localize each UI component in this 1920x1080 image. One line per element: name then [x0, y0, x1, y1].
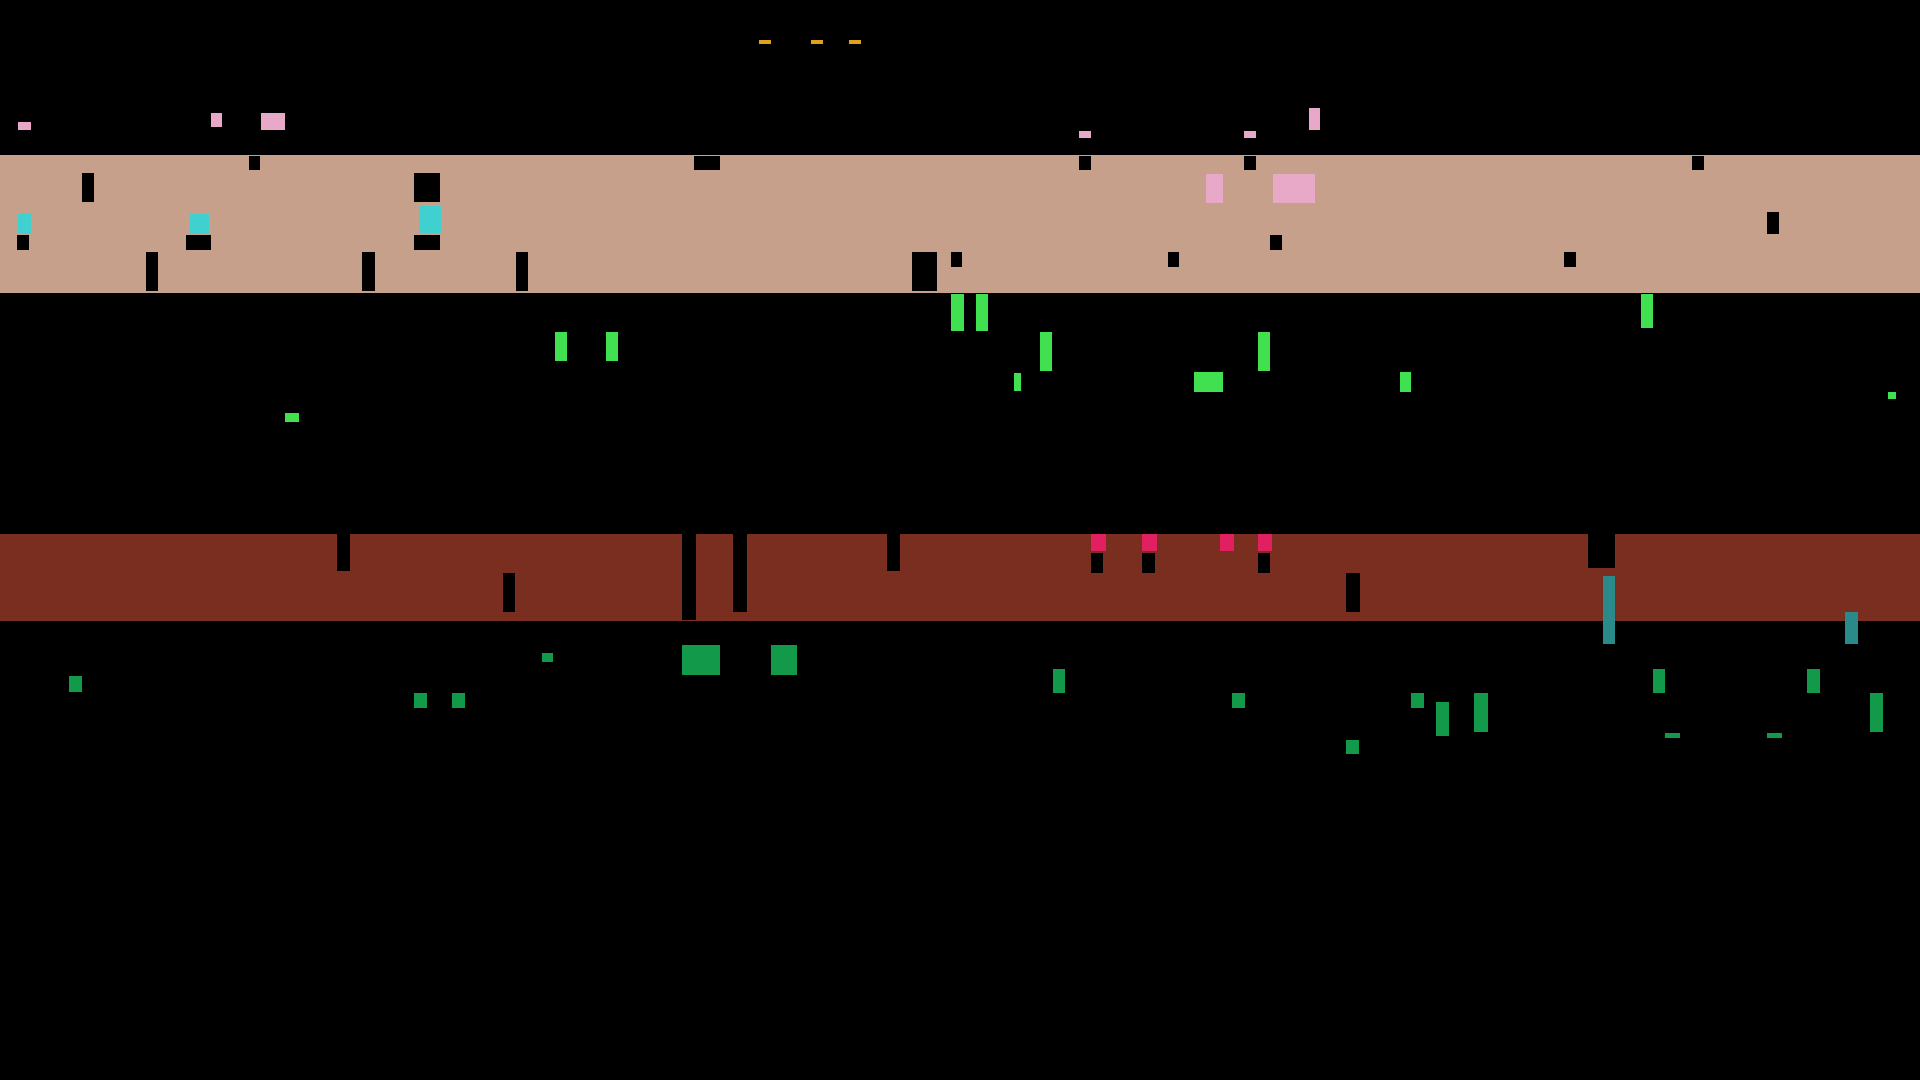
glitch-block [771, 645, 798, 675]
glitch-block [1273, 173, 1316, 204]
glitch-block [285, 412, 299, 423]
glitch-block [362, 252, 375, 292]
glitch-block [1308, 107, 1320, 130]
glitch-block [1039, 331, 1052, 371]
glitch-block [17, 235, 30, 250]
glitch-block [145, 252, 158, 292]
glitch-block [1345, 739, 1360, 755]
glitch-block [886, 533, 900, 571]
glitch-block [1563, 252, 1576, 267]
glitch-block [1692, 155, 1705, 171]
glitch-block [413, 172, 440, 203]
glitch-block [1078, 155, 1091, 171]
glitch-block [1206, 173, 1224, 204]
glitch-block [82, 172, 95, 203]
glitch-block [554, 331, 567, 362]
glitch-block [1091, 553, 1104, 574]
glitch-block [418, 205, 441, 233]
glitch-block [1269, 235, 1283, 250]
glitch-block [1410, 693, 1425, 708]
glitch-block [1345, 573, 1361, 613]
glitch-block [542, 652, 554, 663]
glitch-block [912, 252, 937, 292]
glitch-block [1888, 391, 1896, 400]
glitch-block [18, 214, 31, 234]
glitch-block [682, 533, 696, 620]
glitch-block [1244, 155, 1257, 171]
glitch-block [951, 252, 963, 267]
glitch-block [682, 645, 720, 675]
glitch-block [1869, 693, 1884, 733]
glitch-block [413, 693, 428, 708]
glitch-block [1193, 372, 1224, 392]
glitch-block [848, 40, 861, 45]
glitch-block [1653, 668, 1666, 694]
glitch-block [810, 40, 823, 45]
glitch-block [18, 122, 31, 130]
glitch-block [759, 40, 772, 45]
glitch-block [210, 112, 222, 128]
red-band [0, 534, 1920, 621]
glitch-block [1142, 533, 1158, 552]
glitch-block [1588, 533, 1616, 569]
glitch-block [189, 214, 210, 234]
glitch-block [451, 693, 466, 708]
glitch-block [1257, 331, 1270, 371]
glitch-block [1091, 533, 1106, 552]
glitch-block [1231, 693, 1246, 708]
glitch-block [413, 235, 440, 250]
glitch-block [1640, 293, 1654, 329]
glitch-block [1257, 553, 1270, 574]
glitch-block [503, 573, 516, 613]
glitch-block [1474, 693, 1488, 733]
glitch-block [975, 293, 989, 331]
glitch-block [1013, 373, 1022, 391]
glitch-block [260, 112, 286, 130]
beige-band [0, 155, 1920, 293]
glitch-block [694, 155, 720, 171]
glitch-block [733, 533, 747, 613]
glitch-block [1766, 211, 1780, 234]
glitch-block [1142, 553, 1155, 574]
glitch-block [515, 252, 528, 292]
glitch-block [1219, 533, 1235, 552]
glitch-block [1807, 668, 1820, 694]
glitch-block [1244, 131, 1257, 139]
glitch-block [1168, 252, 1180, 267]
glitch-block [1602, 575, 1616, 645]
glitch-block [1399, 372, 1411, 392]
glitch-block [248, 155, 260, 171]
glitch-block [606, 331, 619, 362]
glitch-block [186, 235, 211, 250]
glitch-block [336, 533, 351, 571]
glitch-block [1845, 612, 1858, 645]
glitch-block [1766, 733, 1782, 739]
glitch-block [1665, 733, 1680, 739]
glitch-block [1257, 533, 1273, 552]
glitch-block [1053, 668, 1066, 694]
glitch-block [68, 675, 83, 692]
glitch-block [1078, 131, 1091, 139]
glitch-block [1436, 701, 1449, 736]
glitch-block [951, 293, 964, 331]
